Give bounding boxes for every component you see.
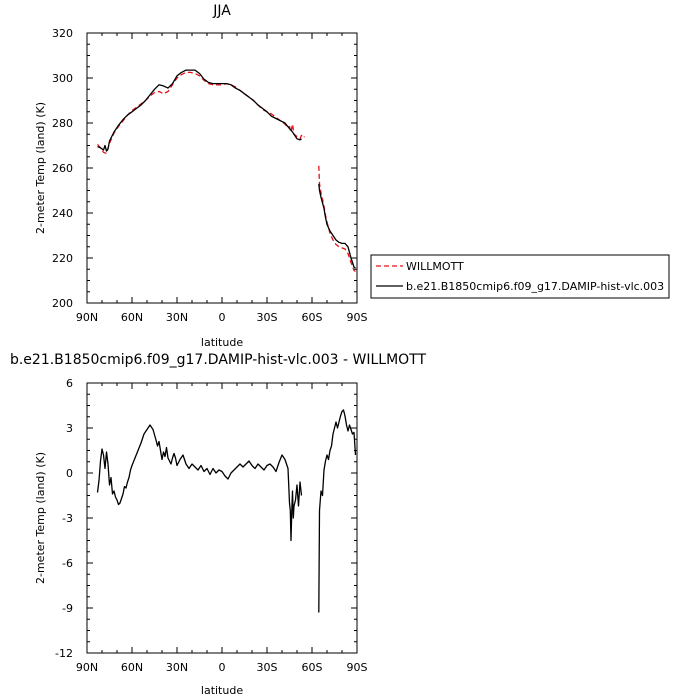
top-x-axis-label: latitude: [201, 336, 243, 349]
chart1-series-1-segment-1: [318, 183, 356, 269]
chart2-xtick-label-5: 60S: [302, 661, 323, 674]
chart1-series-0-segment-1: [318, 165, 356, 273]
chart1-xtick-label-3: 0: [219, 311, 226, 324]
legend-label-model: b.e21.B1850cmip6.f09_g17.DAMIP-hist-vlc.…: [406, 280, 664, 293]
chart1-ytick-label-2: 240: [52, 207, 73, 220]
chart2-xtick-label-4: 30S: [257, 661, 278, 674]
chart2-xtick-label-2: 30N: [166, 661, 188, 674]
chart2-ytick-label-3: -3: [62, 512, 73, 525]
top-panel: JJA 90N 60N 30N 0 30S 60S 90S 200 220 240 260 280 30…: [34, 3, 368, 349]
chart2-ytick-label-1: -9: [62, 602, 73, 615]
chart2-xtick-label-6: 90S: [347, 661, 368, 674]
chart1-ytick-label-3: 260: [52, 162, 73, 175]
top-chart-lines: [97, 69, 356, 273]
top-chart-ticks: 90N 60N 30N 0 30S 60S 90S 200 220 240 260 280 300 320: [52, 27, 368, 324]
chart1-xtick-label-6: 90S: [347, 311, 368, 324]
chart1-xtick-label-5: 60S: [302, 311, 323, 324]
bottom-plot-frame: [86, 382, 358, 654]
chart1-ytick-label-1: 220: [52, 252, 73, 265]
chart1-xtick-label-4: 30S: [257, 311, 278, 324]
legend-label-willmott: WILLMOTT: [406, 260, 464, 273]
bottom-y-axis-label: 2-meter Temp (land) (K): [34, 452, 47, 584]
chart2-ytick-label-6: 6: [66, 377, 73, 390]
chart2-ytick-label-5: 3: [66, 422, 73, 435]
top-chart-title: JJA: [212, 3, 231, 19]
legend: WILLMOTT b.e21.B1850cmip6.f09_g17.DAMIP-…: [370, 254, 670, 299]
chart2-ytick-label-2: -6: [62, 557, 73, 570]
bottom-panel: b.e21.B1850cmip6.f09_g17.DAMIP-hist-vlc.…: [10, 352, 427, 697]
chart1-series-1-segment-0: [97, 69, 302, 152]
top-plot-frame: [86, 32, 358, 304]
bottom-chart-lines: [96, 409, 357, 613]
chart2-series-0-segment-0: [96, 424, 303, 542]
chart2-ytick-label-0: -12: [55, 647, 73, 660]
chart2-series-0-segment-1: [318, 409, 357, 613]
top-y-axis-label: 2-meter Temp (land) (K): [34, 102, 47, 234]
bottom-chart-title: b.e21.B1850cmip6.f09_g17.DAMIP-hist-vlc.…: [10, 352, 427, 368]
chart1-ytick-label-4: 280: [52, 117, 73, 130]
bottom-x-axis-label: latitude: [201, 684, 243, 697]
legend-box: [370, 254, 670, 299]
bottom-chart-ticks: 90N 60N 30N 0 30S 60S 90S -12 -9 -6 -3 0 3 6: [55, 377, 367, 674]
chart1-ytick-label-6: 320: [52, 27, 73, 40]
chart1-xtick-label-1: 60N: [121, 311, 143, 324]
chart1-series-0-segment-0: [97, 71, 305, 155]
chart2-xtick-label-0: 90N: [76, 661, 98, 674]
chart1-xtick-label-2: 30N: [166, 311, 188, 324]
chart1-ytick-label-5: 300: [52, 72, 73, 85]
chart2-xtick-label-3: 0: [219, 661, 226, 674]
chart1-ytick-label-0: 200: [52, 297, 73, 310]
chart2-ytick-label-4: 0: [66, 467, 73, 480]
chart1-xtick-label-0: 90N: [76, 311, 98, 324]
chart2-xtick-label-1: 60N: [121, 661, 143, 674]
